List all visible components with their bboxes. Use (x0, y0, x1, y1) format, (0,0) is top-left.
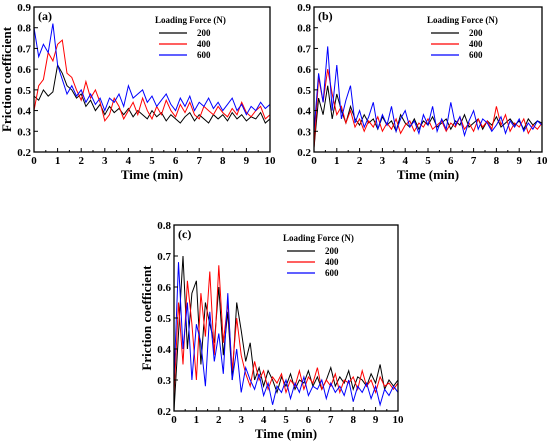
panel-label: (a) (38, 9, 52, 23)
x-tick-label: 5 (149, 155, 155, 167)
series-line-400 (34, 39, 270, 123)
legend-label-200: 200 (469, 28, 483, 38)
legend-label-400: 400 (469, 39, 483, 49)
x-axis-label: Time (min) (397, 167, 459, 182)
x-tick-label: 4 (126, 155, 132, 167)
x-axis-label: Time (min) (121, 167, 183, 182)
y-tick-label: 0.3 (17, 126, 31, 138)
x-tick-label: 10 (393, 414, 405, 426)
y-tick-label: 0.5 (17, 85, 31, 97)
x-tick-label: 10 (265, 155, 277, 167)
x-tick-label: 8 (220, 155, 226, 167)
x-tick-label: 8 (494, 155, 500, 167)
series-line-600 (314, 46, 542, 138)
y-tick-label: 0.5 (157, 313, 171, 325)
y-tick-label: 0.7 (17, 43, 31, 55)
y-tick-label: 0.9 (17, 2, 31, 14)
y-tick-label: 0.9 (297, 2, 311, 14)
x-tick-label: 4 (402, 155, 408, 167)
x-tick-label: 4 (261, 414, 267, 426)
x-tick-label: 0 (31, 155, 37, 167)
x-tick-label: 1 (55, 155, 61, 167)
y-tick-label: 0.7 (297, 43, 311, 55)
plot-frame (313, 6, 543, 153)
y-tick-label: 0.2 (157, 406, 171, 418)
y-tick-label: 0.2 (17, 147, 31, 159)
legend-label-200: 200 (197, 28, 211, 38)
plot-frame (33, 6, 271, 153)
x-tick-label: 9 (244, 155, 250, 167)
panel-label: (c) (178, 227, 191, 241)
x-tick-label: 10 (537, 155, 549, 167)
panel-label: (b) (318, 9, 333, 23)
x-tick-label: 8 (350, 414, 356, 426)
y-tick-label: 0.8 (157, 220, 171, 232)
series-line-400 (314, 69, 542, 148)
x-tick-label: 6 (173, 155, 179, 167)
y-tick-label: 0.4 (157, 344, 171, 356)
x-tick-label: 5 (425, 155, 431, 167)
y-tick-label: 0.5 (297, 85, 311, 97)
legend-label-400: 400 (325, 257, 339, 267)
y-tick-label: 0.6 (297, 64, 311, 76)
x-tick-label: 3 (238, 414, 244, 426)
series-line-200 (34, 63, 270, 124)
panel-b: 0 1 2 3 4 5 6 7 8 9 10 0.2 0.3 0.4 0.5 0.6 0.7 0.8 0.9 Time… (297, 2, 548, 182)
y-tick-label: 0.4 (297, 106, 311, 118)
x-tick-label: 0 (311, 155, 317, 167)
y-tick-label: 0.6 (17, 64, 31, 76)
x-tick-label: 7 (471, 155, 477, 167)
x-tick-label: 0 (171, 414, 177, 426)
y-tick-label: 0.3 (297, 126, 311, 138)
legend-title: Loading Force (N) (427, 15, 498, 25)
legend-label-600: 600 (197, 50, 211, 60)
series-line-600 (34, 23, 270, 116)
series-line-600 (174, 262, 398, 407)
legend-label-400: 400 (197, 39, 211, 49)
y-tick-label: 0.6 (157, 282, 171, 294)
x-tick-label: 7 (196, 155, 202, 167)
x-axis-label: Time (min) (255, 426, 317, 441)
y-tick-label: 0.7 (157, 251, 171, 263)
x-tick-label: 6 (306, 414, 312, 426)
x-tick-label: 6 (448, 155, 454, 167)
series-line-400 (174, 265, 398, 396)
x-tick-label: 2 (216, 414, 222, 426)
x-tick-label: 7 (328, 414, 334, 426)
x-tick-label: 2 (357, 155, 363, 167)
y-tick-label: 0.4 (17, 106, 31, 118)
legend-title: Loading Force (N) (155, 15, 226, 25)
legend-label-600: 600 (469, 50, 483, 60)
panel-c: 0 1 2 3 4 5 6 7 8 9 10 0.2 0.3 0.4 0.5 0.6 0.7 0.8 Time (m… (139, 220, 404, 441)
x-tick-label: 2 (78, 155, 84, 167)
x-tick-label: 9 (373, 414, 379, 426)
x-tick-label: 3 (102, 155, 108, 167)
panel-a: 0 1 2 3 4 5 6 7 8 9 10 0.2 0.3 0.4 0.5 0.6 0.7 0.8 0.9 Time… (0, 2, 276, 182)
y-axis-label: Friction coefficient (139, 265, 154, 371)
y-tick-label: 0.3 (157, 375, 171, 387)
y-tick-label: 0.2 (297, 147, 311, 159)
y-tick-label: 0.8 (17, 23, 31, 35)
legend-label-600: 600 (325, 268, 339, 278)
x-tick-label: 9 (516, 155, 522, 167)
legend-title: Loading Force (N) (283, 233, 354, 243)
y-tick-label: 0.8 (297, 23, 311, 35)
x-tick-label: 5 (283, 414, 289, 426)
x-tick-label: 1 (194, 414, 200, 426)
x-tick-label: 3 (380, 155, 386, 167)
x-tick-label: 1 (334, 155, 340, 167)
y-axis-label: Friction coefficient (0, 26, 14, 132)
legend-label-200: 200 (325, 246, 339, 256)
